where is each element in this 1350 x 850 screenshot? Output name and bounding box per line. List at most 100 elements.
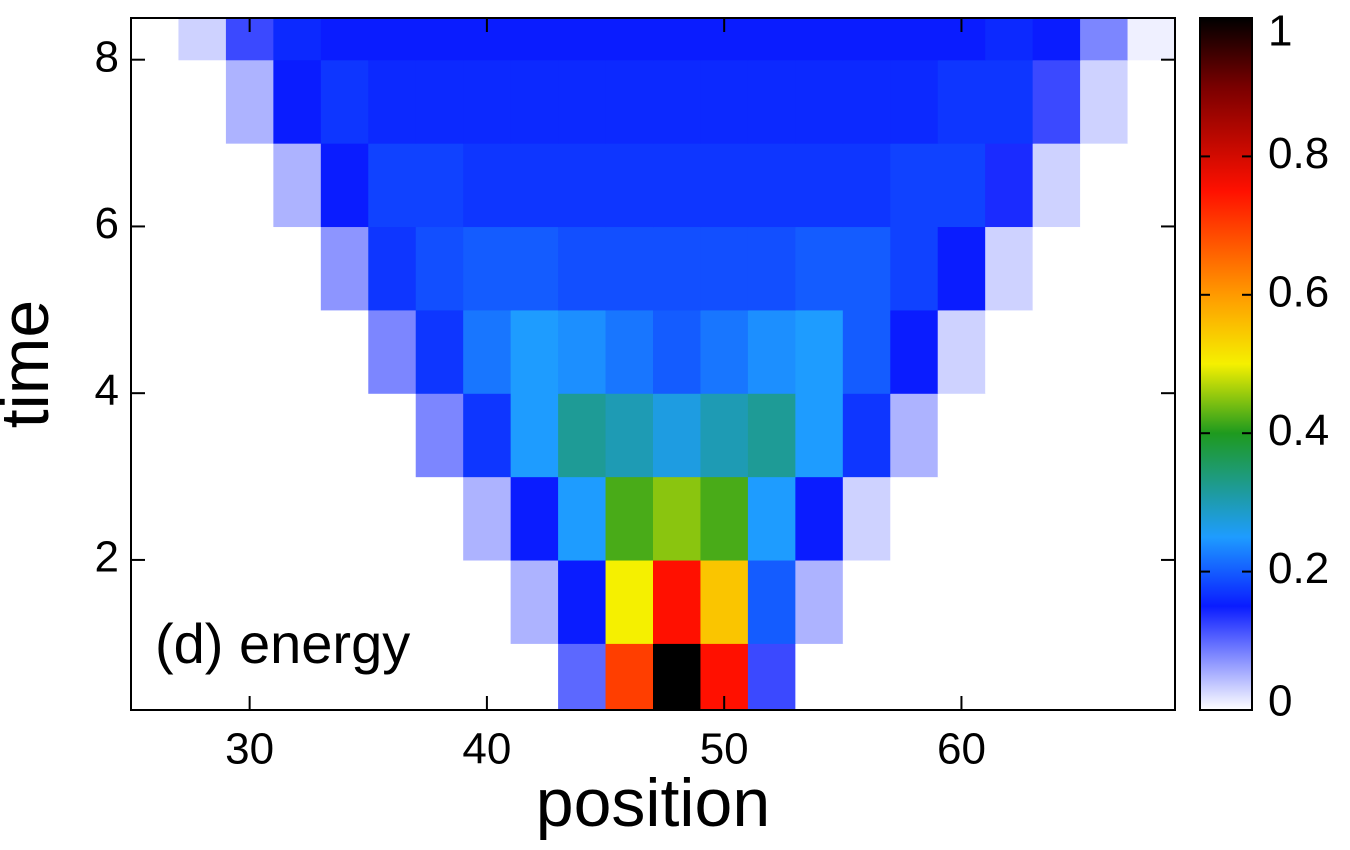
heat-cell [890,393,939,478]
heat-cell [937,309,986,394]
colorbar [1199,17,1253,711]
heat-cell [558,559,607,644]
heat-cell [273,309,322,394]
y-tick-label: 8 [95,32,119,81]
heat-cell [225,393,274,478]
heat-cell [178,643,227,711]
heat-cell [747,309,796,394]
heat-cell [1032,393,1081,478]
heat-cell [795,226,844,311]
heat-cell [890,143,939,228]
heat-cell [415,18,464,61]
heat-cell [1080,226,1129,311]
heat-cell [842,18,891,61]
heat-cell [1127,143,1176,228]
heat-cell [1080,643,1129,711]
heat-cell [510,143,559,228]
heat-cell [842,143,891,228]
heat-cell [1127,226,1176,311]
heat-cell [1127,59,1176,144]
heat-cell [653,309,702,394]
heat-cell [131,309,180,394]
x-axis-label: position [536,765,770,841]
heat-cell [510,18,559,61]
heat-cell [225,476,274,561]
heat-cell [795,476,844,561]
heat-cell [890,643,939,711]
heat-cell [558,393,607,478]
heat-cell [463,226,512,311]
heat-cell [795,643,844,711]
heat-cell [368,143,417,228]
heat-cell [320,393,369,478]
x-tick-label: 40 [462,725,511,774]
y-tick-label: 2 [95,533,119,582]
heat-cell [510,559,559,644]
heat-cell [842,393,891,478]
annotation: (d) energy [155,612,410,675]
heat-cell [368,476,417,561]
heat-cell [368,643,417,711]
heat-cell [937,143,986,228]
heat-cell [1032,643,1081,711]
heat-cell [415,559,464,644]
heat-cell [842,226,891,311]
y-tick-label: 4 [95,366,119,415]
heat-cell [415,393,464,478]
heat-cell [320,226,369,311]
heat-cell [131,476,180,561]
heat-cell [605,559,654,644]
heat-cell [320,18,369,61]
heat-cell [225,143,274,228]
colorbar-tick-label: 0.6 [1268,267,1329,316]
colorbar-tick-label: 0 [1268,677,1292,726]
heat-cell [131,143,180,228]
heat-cell [700,476,749,561]
heat-cell [985,226,1034,311]
heat-cell [795,559,844,644]
heat-cell [225,226,274,311]
heat-cell [1032,476,1081,561]
heat-cell [605,393,654,478]
heat-cell [368,309,417,394]
heat-cell [131,18,180,61]
heat-cell [985,559,1034,644]
heat-cell [1127,393,1176,478]
heat-cell [368,559,417,644]
heat-cell [653,643,702,711]
heat-cell [653,18,702,61]
heat-cell [937,59,986,144]
heat-cell [985,143,1034,228]
heat-cell [795,393,844,478]
heat-cell [178,309,227,394]
heat-cell [368,59,417,144]
heat-cell [1032,559,1081,644]
heat-cell [178,559,227,644]
heat-cell [558,643,607,711]
heat-cell [1080,59,1129,144]
y-axis-label: time [0,300,63,428]
heat-cell [1127,309,1176,394]
heat-cell [1032,18,1081,61]
heat-cell [747,559,796,644]
heat-cell [842,59,891,144]
heat-cell [1080,143,1129,228]
heat-cell [273,476,322,561]
heat-cell [605,643,654,711]
heat-cell [605,18,654,61]
heat-cell [131,559,180,644]
heat-cell [320,309,369,394]
heat-cell [463,393,512,478]
heat-cell [985,59,1034,144]
heat-cell [1127,18,1176,61]
y-tick-label: 6 [95,199,119,248]
heat-cell [890,476,939,561]
heat-cell [368,393,417,478]
heat-cell [131,643,180,711]
heat-cell [558,476,607,561]
heat-cell [747,59,796,144]
heat-cell [1127,476,1176,561]
heat-cell [1032,143,1081,228]
heat-cell [178,143,227,228]
